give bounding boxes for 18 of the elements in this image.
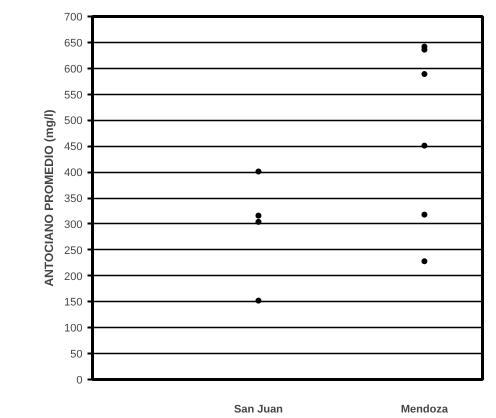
x-tick-label: Mendoza [400,404,449,416]
y-tick-label: 700 [64,12,83,24]
y-axis-title: ANTOCIANO PROMEDIO (mg/l) [42,109,56,287]
y-tick-label: 100 [64,322,83,335]
y-tick-label: 150 [64,296,83,309]
y-tick-label: 250 [64,244,83,257]
y-tick-label: 500 [64,115,83,128]
x-tick-label: San Juan [234,404,284,416]
y-tick-label: 600 [64,63,83,76]
y-tick-label: 400 [64,167,83,180]
y-tick-label: 0 [76,374,83,386]
y-tick-label: 300 [64,218,83,231]
y-tick-label: 450 [64,141,83,154]
y-tick-label: 350 [64,193,83,205]
y-tick-label: 550 [64,89,83,102]
y-tick-label: 200 [64,270,83,283]
y-tick-label: 650 [64,37,83,50]
y-tick-label: 50 [70,348,83,361]
